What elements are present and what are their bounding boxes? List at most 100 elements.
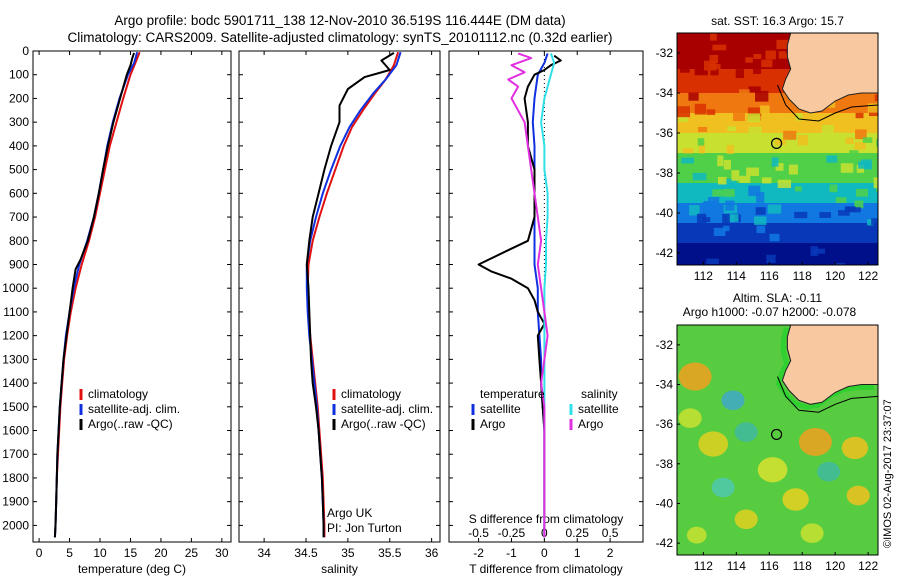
s-tick-label: -0.5 — [468, 526, 489, 540]
map-x-tick-label: 118 — [793, 269, 812, 283]
sst-texture-cell — [733, 113, 745, 121]
sst-texture-cell — [788, 164, 798, 175]
sst-texture-cell — [873, 177, 878, 189]
sst-texture-cell — [876, 185, 878, 192]
sst-texture-cell — [747, 107, 762, 117]
sla-anomaly-blob — [757, 457, 788, 483]
map-x-tick-label: 112 — [694, 269, 713, 283]
sla-anomaly-blob — [734, 509, 758, 530]
x-tick-label: 2 — [607, 546, 614, 560]
map-x-tick-label: 118 — [793, 559, 812, 573]
x-tick-label: 1 — [574, 546, 581, 560]
x-tick-label: -2 — [473, 546, 484, 560]
sst-texture-cell — [826, 155, 838, 163]
sla-anomaly-blob — [734, 422, 758, 442]
argo-position-marker — [770, 137, 783, 149]
map-subtitle: Argo h1000: -0.07 h2000: -0.078 — [683, 305, 857, 319]
map-y-tick-label: -36 — [656, 417, 674, 431]
x-tick-label: 20 — [154, 546, 168, 560]
x-axis-label: salinity — [321, 562, 358, 576]
map-y-tick-label: -36 — [656, 126, 674, 140]
sst-texture-cell — [797, 134, 808, 146]
sst-texture-cell — [783, 130, 797, 140]
sst-texture-cell — [777, 179, 792, 188]
land-mass — [781, 33, 878, 114]
sst-texture-cell — [677, 106, 690, 118]
sst-texture-cell — [727, 214, 739, 222]
series-line-s-satellite — [540, 53, 556, 538]
map-field — [677, 325, 878, 555]
legend-heading: temperature — [480, 387, 545, 401]
map-title: sat. SST: 16.3 Argo: 15.7 — [711, 14, 844, 28]
sst-texture-cell — [703, 200, 718, 208]
sst-texture-cell — [706, 109, 716, 115]
sst-texture-cell — [835, 132, 848, 138]
y-tick-label: 1500 — [2, 400, 29, 414]
map-y-tick-label: -32 — [656, 46, 674, 60]
sst-texture-cell — [695, 44, 707, 53]
shelf-strip — [775, 327, 874, 410]
sst-texture-cell — [794, 211, 808, 219]
x-tick-label: -1 — [506, 546, 517, 560]
figure-title-line1: Argo profile: bodc 5901711_138 12-Nov-20… — [114, 13, 565, 28]
x-tick-label: 25 — [185, 546, 199, 560]
credit-text: Argo UK — [327, 506, 372, 520]
sla-map-panel: 112 114 116 118 120 122 -32 -34 -36 -38 -40 -42 Alti… — [656, 291, 879, 573]
sst-texture-cell — [759, 105, 770, 114]
map-x-tick-label: 122 — [858, 559, 878, 573]
legend-label: Argo(..raw -QC) — [88, 417, 173, 431]
sst-texture-cell — [844, 206, 856, 212]
map-x-tick-label: 114 — [727, 269, 746, 283]
y-tick-label: 200 — [9, 91, 29, 105]
sst-texture-cell — [698, 126, 708, 133]
sst-texture-cell — [693, 48, 703, 55]
x-tick-label: 0 — [36, 546, 43, 560]
y-tick-label: 1200 — [2, 329, 29, 343]
x-tick-label: 34.5 — [294, 546, 318, 560]
y-tick-label: 1000 — [2, 281, 29, 295]
legend-label: satellite — [578, 402, 619, 416]
map-x-tick-label: 112 — [694, 559, 713, 573]
y-tick-label: 1900 — [2, 495, 29, 509]
map-x-tick-label: 120 — [825, 559, 845, 573]
y-tick-label: 1700 — [2, 447, 29, 461]
s-tick-label: 0.5 — [602, 526, 619, 540]
sst-texture-cell — [726, 145, 734, 154]
y-tick-label: 1800 — [2, 471, 29, 485]
map-field — [677, 33, 878, 265]
sst-texture-cell — [717, 176, 727, 185]
y-tick-label: 400 — [9, 139, 29, 153]
sst-texture-cell — [748, 86, 761, 93]
sst-texture-cell — [775, 163, 784, 171]
map-y-tick-label: -40 — [656, 496, 674, 510]
difference-profile-panel: -2 -1 0 1 2-0.5 -0.25 0 0.25 0.5S difference fro… — [448, 50, 644, 576]
y-tick-label: 100 — [9, 68, 29, 82]
legend-label: Argo — [480, 417, 506, 431]
sst-texture-cell — [862, 137, 873, 143]
sst-texture-cell — [867, 103, 878, 113]
series-line-argo-raw-qc — [53, 52, 136, 538]
y-tick-label: 1600 — [2, 424, 29, 438]
sst-texture-cell — [702, 217, 711, 223]
sst-texture-cell — [689, 205, 700, 216]
series-group — [477, 52, 562, 538]
sst-texture-cell — [723, 159, 731, 170]
sst-texture-cell — [766, 254, 776, 264]
legend-label: satellite-adj. clim. — [88, 402, 180, 416]
map-x-tick-label: 114 — [727, 559, 746, 573]
sla-anomaly-blob — [841, 436, 869, 460]
sst-texture-cell — [858, 161, 871, 169]
sst-texture-cell — [722, 213, 730, 224]
sst-texture-cell — [709, 63, 721, 70]
sst-texture-cell — [745, 57, 753, 63]
land-mass-overlay — [781, 325, 878, 405]
legend-heading: salinity — [581, 387, 618, 401]
sst-texture-cell — [771, 157, 779, 167]
x-axis-label: temperature (deg C) — [78, 562, 186, 576]
sla-anomaly-blob — [721, 390, 745, 411]
sst-texture-cell — [682, 148, 694, 154]
map-frame — [676, 32, 879, 266]
legend-label: Argo — [578, 417, 604, 431]
sla-anomaly-blob — [678, 408, 702, 428]
sla-anomaly-blob — [798, 427, 832, 456]
